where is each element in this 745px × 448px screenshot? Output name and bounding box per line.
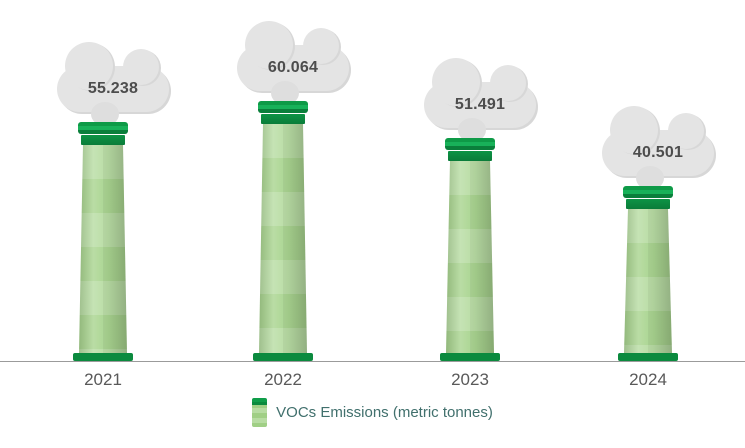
x-axis-line [0,361,745,362]
value-label: 55.238 [87,80,139,97]
smoke-cloud: 55.238 [57,42,169,112]
chimney-2021: 55.238 [57,42,169,361]
chimney-collar [81,135,125,145]
chimney-collar [448,151,492,161]
value-label: 40.501 [632,144,684,161]
chimney-2022: 60.064 [237,21,349,361]
chimney-stack [253,101,313,361]
chimney-base [618,353,678,361]
value-label: 60.064 [267,59,319,76]
chimney-collar [626,199,670,209]
chimney-base [73,353,133,361]
chimney-cap [78,122,128,134]
smoke-cloud: 51.491 [424,58,536,128]
legend-label: VOCs Emissions (metric tonnes) [276,404,493,421]
x-tick-2024: 2024 [629,370,667,389]
chimney-collar [261,114,305,124]
chimney-stack [440,138,500,361]
chimney-stack [618,186,678,361]
x-tick-2022: 2022 [264,370,302,389]
chimney-cap [445,138,495,150]
chimney-legend-icon [252,398,268,427]
chimney-column [79,145,127,353]
value-label: 51.491 [454,96,506,113]
chimney-base [253,353,313,361]
chimney-column [446,161,494,353]
chimney-stack [73,122,133,361]
chimney-cap [258,101,308,113]
x-tick-2023: 2023 [451,370,489,389]
legend: VOCs Emissions (metric tonnes) [0,398,745,427]
chimney-column [259,124,307,353]
chimney-column [624,209,672,353]
chimney-2023: 51.491 [424,58,536,361]
chimney-cap [623,186,673,198]
chimney-base [440,353,500,361]
x-tick-2021: 2021 [84,370,122,389]
chimney-2024: 40.501 [602,106,714,361]
